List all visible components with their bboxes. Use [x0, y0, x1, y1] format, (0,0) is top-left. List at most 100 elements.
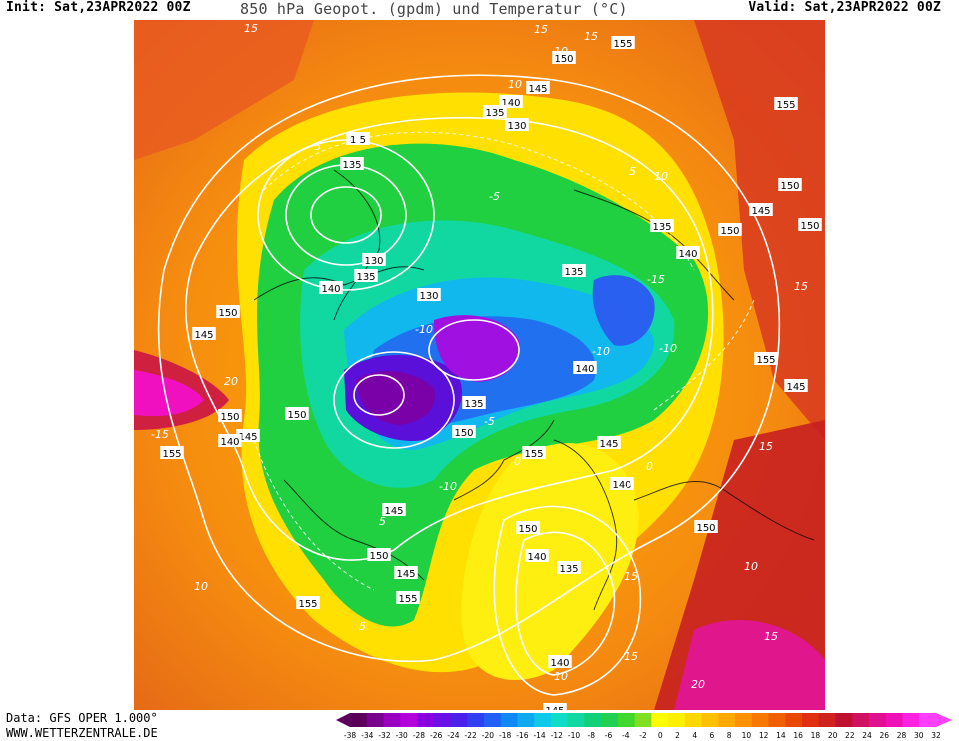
geopotential-contours: [157, 74, 781, 696]
geopotential-label: 140: [610, 477, 634, 491]
geopotential-label: 145: [382, 503, 406, 517]
geopotential-label: 155: [160, 446, 184, 460]
temperature-label: 0: [514, 455, 521, 468]
scale-tick-label: 2: [675, 731, 680, 740]
scale-swatch: [534, 713, 552, 727]
scale-tick-label: 26: [880, 731, 890, 740]
scale-swatch: [751, 713, 770, 727]
geopotential-label: 135: [557, 561, 581, 575]
geopotential-label: 145: [192, 327, 216, 341]
scale-swatch: [802, 713, 820, 727]
scale-tick-label: -4: [622, 731, 630, 740]
geopotential-label: 140: [548, 655, 572, 669]
scale-swatch: [718, 713, 736, 727]
svg-text:155: 155: [298, 599, 317, 610]
svg-text:155: 155: [162, 449, 181, 460]
geopotential-label: 135: [483, 105, 507, 119]
temperature-label: 15: [759, 440, 773, 453]
geopotential-label: 155: [522, 446, 546, 460]
scale-right-arrow: [936, 713, 952, 727]
color-scale-legend: -38 -34 -32 -30 -28 -26 -24 -22 -20 -18 -16 -14 -12-…: [336, 713, 952, 740]
scale-swatch: [768, 713, 786, 727]
geopotential-label: 150: [218, 409, 242, 423]
scale-swatch: [400, 713, 418, 727]
svg-text:130: 130: [364, 256, 383, 267]
geopotential-label: 140: [573, 361, 597, 375]
svg-text:150: 150: [696, 523, 715, 534]
scale-tick-label: 20: [828, 731, 838, 740]
scale-swatch: [416, 713, 435, 727]
svg-text:155: 155: [524, 449, 543, 460]
geopotential-label: 145: [236, 429, 260, 443]
scale-tick-label: -30: [396, 731, 408, 740]
scale-tick-label: -14: [533, 731, 545, 740]
scale-swatch: [366, 713, 384, 727]
svg-text:135: 135: [564, 267, 583, 278]
temperature-label: -10: [439, 480, 457, 493]
scale-swatch: [617, 713, 636, 727]
scale-tick-label: -32: [378, 731, 390, 740]
svg-text:140: 140: [550, 658, 569, 669]
svg-text:145: 145: [528, 84, 547, 95]
valid-time-label: Valid: Sat,23APR2022 00Z: [748, 0, 941, 15]
svg-text:150: 150: [720, 226, 739, 237]
scale-swatch: [735, 713, 753, 727]
temperature-field: [134, 20, 825, 710]
scale-tick-label: -8: [588, 731, 596, 740]
temperature-label: 15: [244, 22, 258, 35]
scale-swatch: [668, 713, 686, 727]
geopotential-label: 155: [754, 352, 778, 366]
scale-swatch: [785, 713, 803, 727]
geopotential-label: 145: [597, 436, 621, 450]
temperature-label: 5: [314, 140, 321, 153]
geopotential-label: 145: [749, 203, 773, 217]
geopotential-label: 140: [525, 549, 549, 563]
geopotential-label: 130: [362, 253, 386, 267]
svg-text:140: 140: [501, 98, 520, 109]
svg-text:145: 145: [194, 330, 213, 341]
scale-swatch: [450, 713, 468, 727]
svg-text:140: 140: [612, 480, 631, 491]
geopotential-label: 150: [516, 521, 540, 535]
svg-text:150: 150: [220, 412, 239, 423]
scale-swatch: [350, 713, 368, 727]
temperature-label: 10: [554, 670, 568, 683]
scale-swatch: [584, 713, 602, 727]
geopotential-label: 155: [396, 591, 420, 605]
scale-tick-label: 16: [793, 731, 803, 740]
scale-tick-label: -6: [605, 731, 613, 740]
svg-text:145: 145: [786, 382, 805, 393]
svg-text:140: 140: [527, 552, 546, 563]
temperature-label: -15: [151, 428, 169, 441]
scale-swatch: [818, 713, 837, 727]
geopotential-label: 150: [452, 425, 476, 439]
scale-swatch: [500, 713, 518, 727]
temperature-label: 15: [624, 650, 638, 663]
scale-tick-label: -28: [413, 731, 425, 740]
svg-text:150: 150: [554, 54, 573, 65]
scale-swatch: [852, 713, 870, 727]
map-title: 850 hPa Geopot. (gpdm) und Temperatur (°…: [240, 0, 628, 18]
scale-tick-label: 24: [862, 731, 872, 740]
scale-swatch: [869, 713, 887, 727]
scale-tick-label: 8: [727, 731, 732, 740]
geopotential-label: 150: [718, 223, 742, 237]
svg-text:145: 145: [751, 206, 770, 217]
scale-tick-label: 28: [897, 731, 907, 740]
geopotential-label: 135: [562, 264, 586, 278]
svg-text:150: 150: [287, 410, 306, 421]
temperature-contours: [253, 131, 755, 591]
svg-text:135: 135: [559, 564, 578, 575]
geopotential-label: 150: [798, 218, 822, 232]
geopotential-label: 130: [417, 288, 441, 302]
geopotential-label: 135: [340, 157, 364, 171]
geopotential-label: 150: [778, 178, 802, 192]
scale-swatch: [701, 713, 719, 727]
svg-text:145: 145: [238, 432, 257, 443]
svg-text:145: 145: [384, 506, 403, 517]
svg-text:135: 135: [652, 222, 671, 233]
svg-text:140: 140: [220, 437, 239, 448]
geopotential-label: 145: [543, 703, 567, 710]
svg-text:150: 150: [518, 524, 537, 535]
